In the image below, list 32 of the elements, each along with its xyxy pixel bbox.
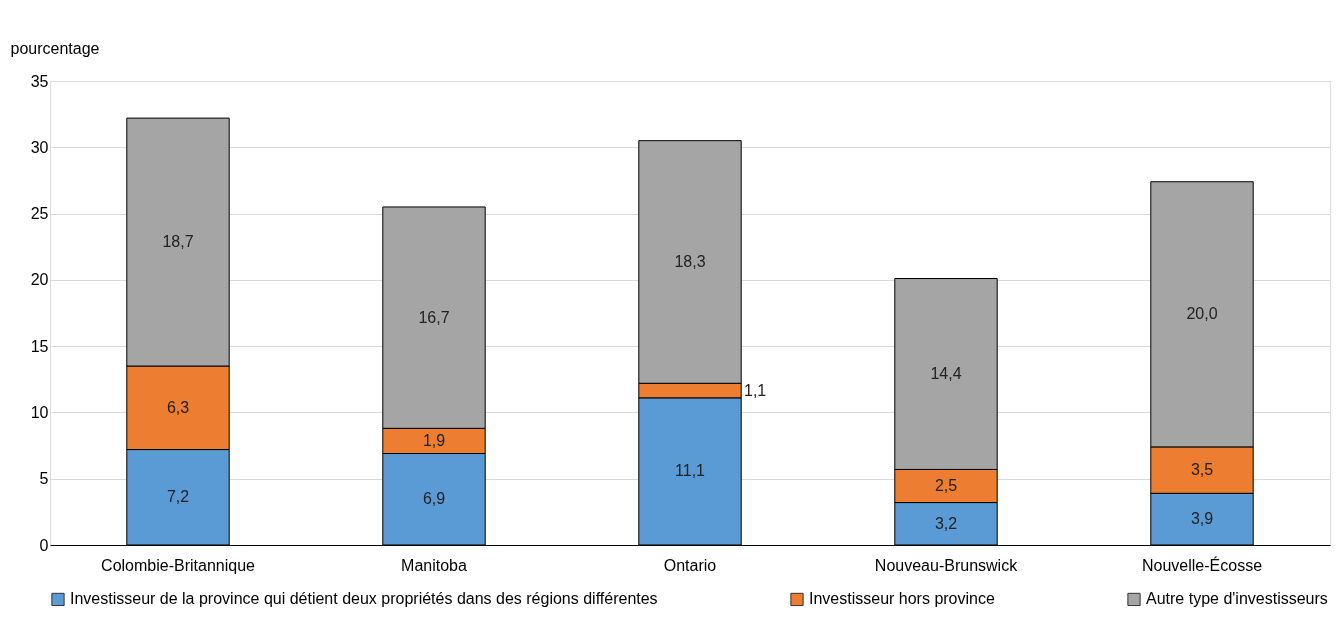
y-axis-title: pourcentage [10,39,100,57]
x-tick-label: Ontario [663,556,717,574]
x-tick-label: Nouvelle-Écosse [1141,555,1263,574]
data-label: 3,9 [1190,510,1214,528]
data-label: 2,5 [934,477,958,495]
data-label: 3,5 [1190,461,1214,479]
data-label: 3,2 [934,514,958,532]
data-label: 11,1 [675,462,706,480]
legend-label: Autre type d'investisseurs [1146,590,1328,608]
data-label: 14,4 [930,364,962,382]
legend-label: Investisseur de la province qui détient deux propriétés dans des régions différentes [70,590,658,608]
data-label: 16,7 [418,308,450,326]
data-label: 6,9 [422,490,446,508]
data-label: 18,3 [674,252,706,270]
data-label: 6,3 [166,398,190,416]
y-tick-label: 15 [30,337,49,355]
y-tick-label: 35 [30,72,49,90]
x-tick-label: Nouveau-Brunswick [874,556,1019,574]
data-label: 7,2 [166,488,190,506]
data-label: 20,0 [1186,305,1218,323]
y-tick-label: 25 [30,205,49,223]
y-tick-label: 5 [39,470,49,488]
data-label: 1,1 [744,381,767,399]
y-tick-label: 20 [30,271,49,289]
x-tick-label: Manitoba [401,556,468,574]
legend-label: Investisseur hors province [809,590,995,608]
data-label: 1,9 [422,431,446,449]
data-label: 18,7 [162,233,194,251]
y-tick-label: 10 [30,403,49,421]
y-tick-label: 0 [39,536,49,554]
x-tick-label: Colombie-Britannique [101,556,256,574]
y-tick-label: 30 [30,138,49,156]
